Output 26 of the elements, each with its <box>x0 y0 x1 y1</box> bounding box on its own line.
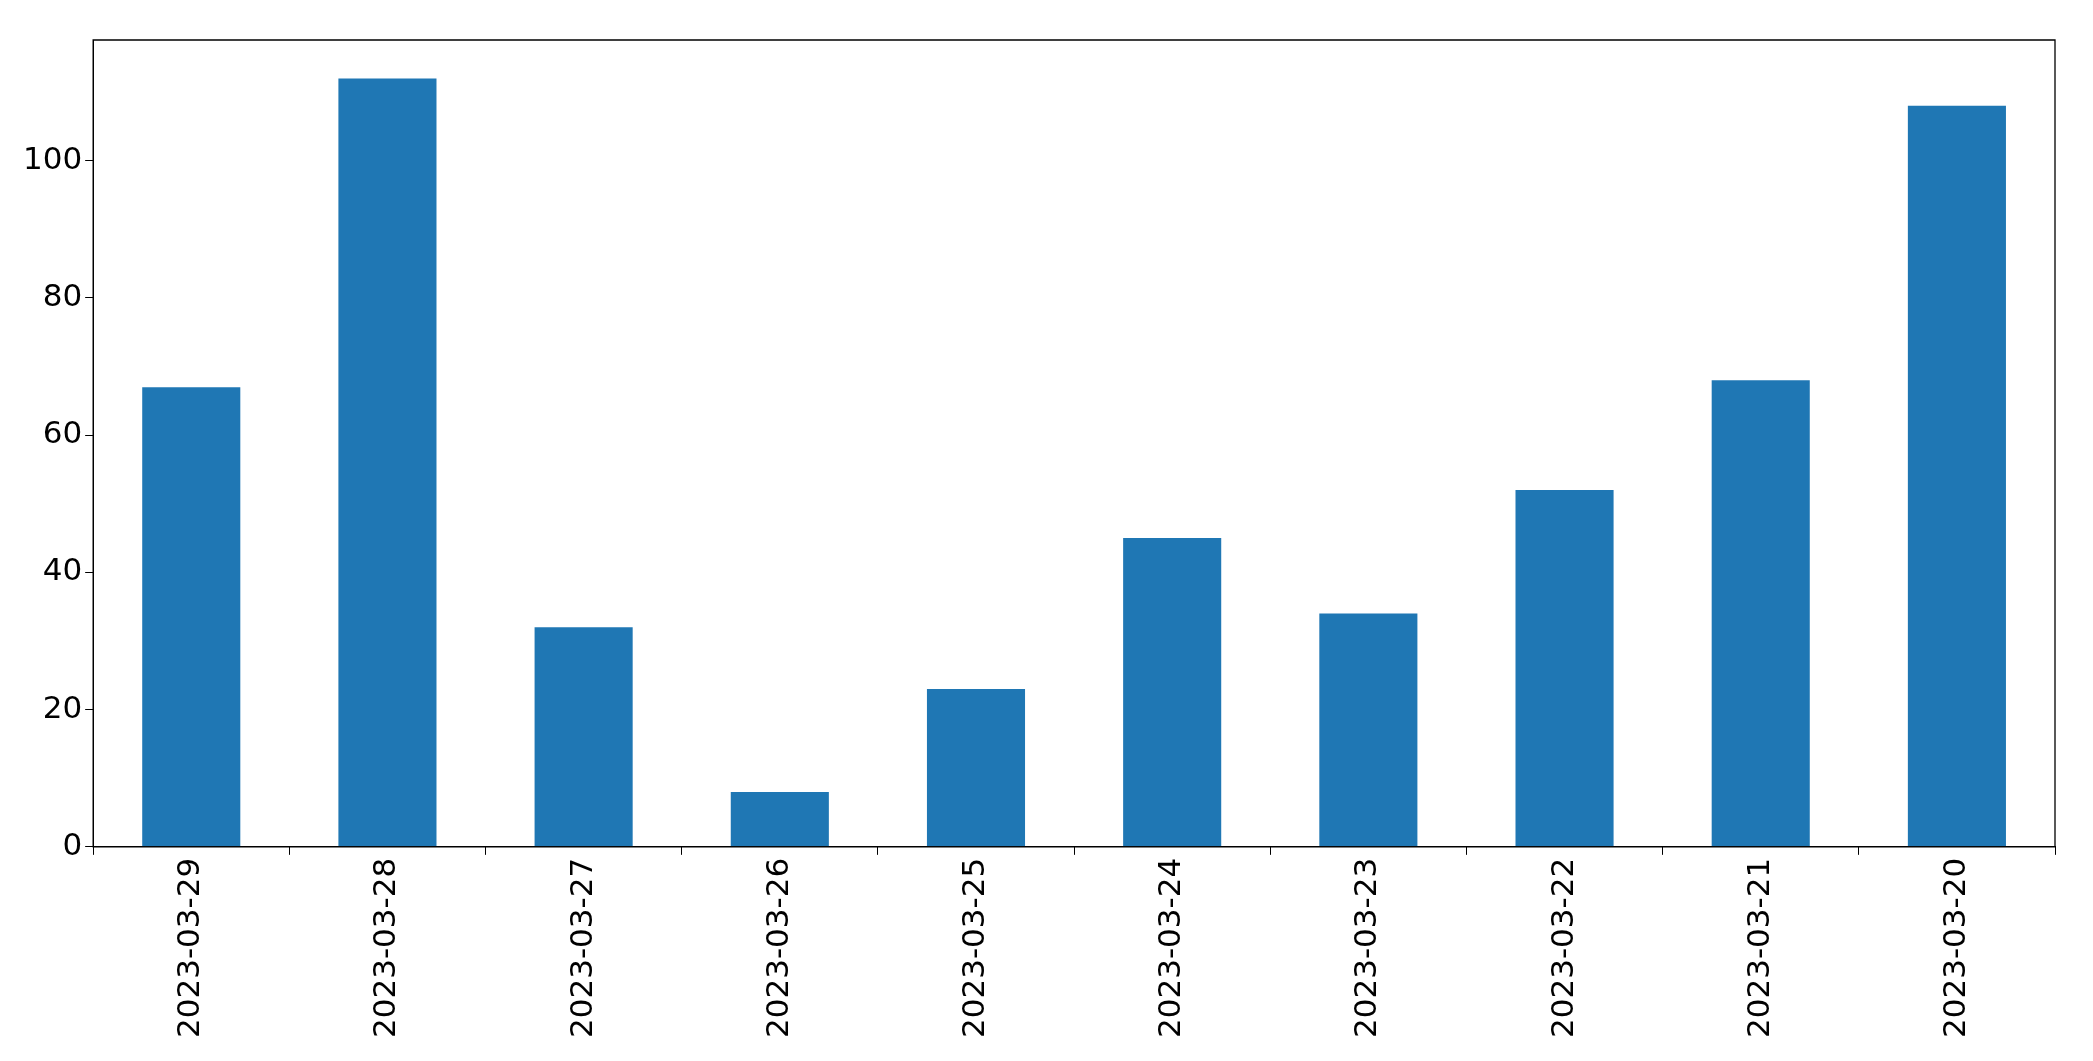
x-tick-label: 2023-03-24 <box>1151 857 1188 1039</box>
bar <box>1907 105 2006 847</box>
x-tick-label: 2023-03-22 <box>1543 857 1580 1039</box>
bar <box>338 78 437 847</box>
bar <box>534 627 633 847</box>
bar <box>1123 538 1222 847</box>
x-tick-label: 2023-03-20 <box>1935 857 1972 1039</box>
x-tick-label: 2023-03-29 <box>170 857 207 1039</box>
x-tick-label: 2023-03-21 <box>1739 857 1776 1039</box>
bar <box>1711 380 1810 847</box>
bar <box>142 387 241 847</box>
x-tick-label: 2023-03-28 <box>366 857 403 1039</box>
x-tick-label: 2023-03-25 <box>955 857 992 1039</box>
x-tick-label: 2023-03-23 <box>1347 857 1384 1039</box>
x-tick-label: 2023-03-27 <box>562 857 599 1039</box>
bar <box>1319 613 1418 847</box>
y-tick-label: 0 <box>62 825 83 862</box>
bar <box>926 689 1026 847</box>
y-tick-label: 20 <box>42 688 83 725</box>
y-tick-label: 40 <box>42 551 83 588</box>
y-tick-label: 60 <box>42 414 83 451</box>
bar <box>1515 490 1614 847</box>
y-tick-label: 100 <box>23 139 83 176</box>
x-tick-label: 2023-03-26 <box>758 857 795 1039</box>
y-tick-label: 80 <box>42 277 83 314</box>
bar <box>730 791 829 847</box>
